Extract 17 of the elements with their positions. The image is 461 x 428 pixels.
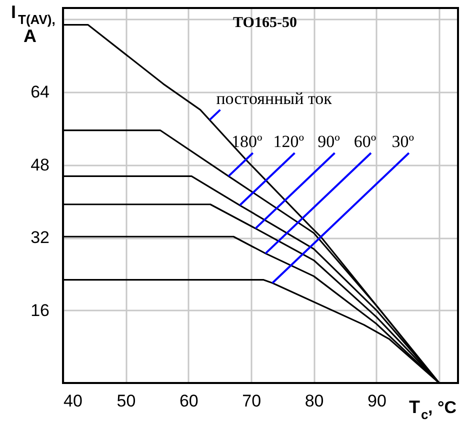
y-tick-label: 48	[30, 155, 50, 174]
y-tick-label: 16	[30, 300, 50, 320]
annotation: 90º	[318, 132, 340, 151]
annotation: 180º	[231, 132, 262, 151]
y-tick-label: 64	[30, 82, 50, 102]
x-tick-label: 80	[304, 392, 324, 410]
annotation: постоянный ток	[216, 88, 333, 108]
annotation: 30º	[392, 132, 414, 151]
x-tick-label: 50	[116, 392, 136, 410]
x-tick-label: 60	[179, 392, 198, 410]
x-tick-label: 90	[368, 392, 386, 410]
x-tick-label: 70	[242, 392, 262, 410]
annotation: 60º	[354, 132, 376, 151]
chart-title: TO165-50	[233, 15, 297, 31]
x-tick-label: 40	[64, 392, 82, 410]
y-tick-label: 32	[30, 228, 50, 248]
annotation: 120º	[273, 132, 304, 151]
